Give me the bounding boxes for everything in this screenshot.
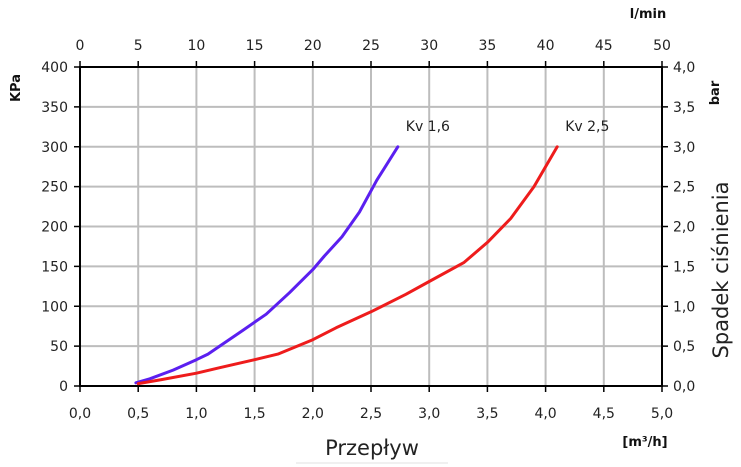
x-tick-label: 3,0 xyxy=(418,406,440,422)
top-axis-unit: l/min xyxy=(630,7,666,22)
x-top-tick-label: 35 xyxy=(478,38,496,54)
y-tick-label: 150 xyxy=(41,259,68,275)
y-right-tick-label: 2,0 xyxy=(673,220,695,236)
y-right-tick-label: 0,0 xyxy=(673,379,695,395)
x-top-tick-label: 20 xyxy=(304,38,322,54)
x-top-tick-label: 5 xyxy=(134,38,143,54)
y-right-tick-label: 4,0 xyxy=(673,60,695,76)
x-top-tick-label: 15 xyxy=(246,38,264,54)
x-tick-label: 2,0 xyxy=(302,406,324,422)
left-axis-unit: KPa xyxy=(9,74,24,102)
plot-frame xyxy=(79,66,663,387)
y-tick-label: 300 xyxy=(41,140,68,156)
x-tick-label: 5,0 xyxy=(651,406,673,422)
x-axis-title: Przepływ xyxy=(325,436,419,460)
y-right-tick-label: 2,5 xyxy=(673,180,695,196)
x-top-tick-label: 50 xyxy=(653,38,671,54)
series-line-1 xyxy=(134,145,400,385)
x-tick-label: 0,5 xyxy=(127,406,149,422)
right-axis-title: Spadek ciśnienia xyxy=(709,181,733,358)
x-tick-label: 0,0 xyxy=(69,406,91,422)
tick-labels: 0,000,551,0101,5152,0202,5253,0303,5354,… xyxy=(41,38,695,422)
y-tick-label: 350 xyxy=(41,100,68,116)
x-top-tick-label: 0 xyxy=(76,38,85,54)
x-top-tick-label: 30 xyxy=(420,38,438,54)
y-right-tick-label: 3,0 xyxy=(673,140,695,156)
y-right-tick-label: 3,5 xyxy=(673,100,695,116)
right-axis-unit: bar xyxy=(708,80,723,105)
x-tick-label: 4,0 xyxy=(534,406,556,422)
y-right-tick-label: 1,0 xyxy=(673,299,695,315)
y-tick-label: 200 xyxy=(41,220,68,236)
x-tick-label: 1,5 xyxy=(243,406,265,422)
axes xyxy=(74,61,668,392)
series-label-1: Kv 1,6 xyxy=(406,119,450,135)
y-tick-label: 100 xyxy=(41,299,68,315)
x-top-tick-label: 10 xyxy=(187,38,205,54)
y-tick-label: 250 xyxy=(41,180,68,196)
x-tick-label: 2,5 xyxy=(360,406,382,422)
y-right-tick-label: 1,5 xyxy=(673,259,695,275)
series-label-2: Kv 2,5 xyxy=(565,119,609,135)
y-tick-label: 50 xyxy=(50,339,68,355)
series-line-2 xyxy=(136,145,559,386)
x-axis-unit: [m³/h] xyxy=(622,435,667,450)
grid xyxy=(79,66,663,387)
x-tick-label: 1,0 xyxy=(185,406,207,422)
y-right-tick-label: 0,5 xyxy=(673,339,695,355)
x-top-tick-label: 45 xyxy=(595,38,613,54)
x-top-tick-label: 40 xyxy=(537,38,555,54)
y-tick-label: 400 xyxy=(41,60,68,76)
y-tick-label: 0 xyxy=(59,379,68,395)
x-tick-label: 3,5 xyxy=(476,406,498,422)
x-tick-label: 4,5 xyxy=(593,406,615,422)
x-top-tick-label: 25 xyxy=(362,38,380,54)
series-lines: Kv 1,6 Kv 2,5 xyxy=(134,119,609,386)
